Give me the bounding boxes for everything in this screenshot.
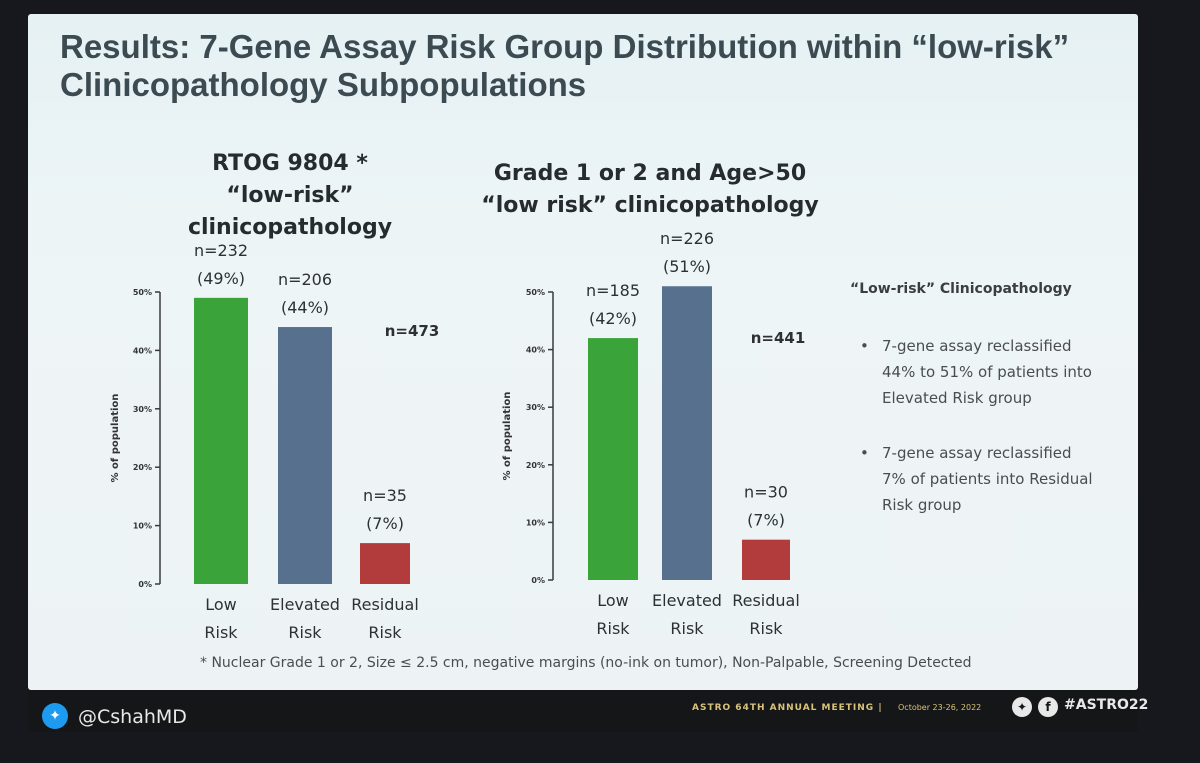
- bar-pct-label: (51%): [663, 257, 711, 276]
- x-category-label-line1: Residual: [732, 591, 800, 610]
- bar-residual-risk: [360, 543, 410, 584]
- bar-n-label: n=226: [660, 229, 714, 248]
- y-tick-label: 0%: [138, 580, 152, 589]
- footnote: * Nuclear Grade 1 or 2, Size ≤ 2.5 cm, n…: [200, 655, 972, 671]
- bar-n-label: n=232: [194, 241, 248, 260]
- bar-pct-label: (49%): [197, 269, 245, 288]
- x-category-label-line1: Low: [597, 591, 629, 610]
- x-category-label-line2: Risk: [368, 623, 402, 642]
- chart-right-subtitle-line1: Grade 1 or 2 and Age>50: [493, 161, 807, 186]
- total-n-label: n=473: [385, 322, 440, 340]
- bar-low-risk: [194, 297, 248, 584]
- y-tick-label: 30%: [526, 403, 545, 412]
- y-tick-label: 50%: [133, 288, 152, 297]
- chart-left-subtitle: RTOG 9804 * “low-risk” clinicopathology: [130, 148, 450, 244]
- x-category-label-line2: Risk: [670, 619, 704, 638]
- bar-n-label: n=185: [586, 281, 640, 300]
- meeting-date: October 23-26, 2022: [898, 703, 982, 712]
- twitter-bird-icon: ✦: [42, 703, 68, 729]
- bullet-marker: •: [860, 337, 869, 355]
- x-category-label-line2: Risk: [749, 619, 783, 638]
- bar-pct-label: (44%): [281, 298, 329, 317]
- bar-low-risk: [588, 338, 638, 580]
- x-category-label-line1: Elevated: [652, 591, 722, 610]
- slide-title: Results: 7-Gene Assay Risk Group Distrib…: [60, 28, 1070, 103]
- bar-pct-label: (7%): [366, 514, 404, 533]
- x-category-label-line1: Residual: [351, 595, 419, 614]
- y-tick-label: 40%: [133, 346, 152, 355]
- bullet-marker: •: [860, 444, 869, 462]
- y-tick-label: 20%: [526, 461, 545, 470]
- y-tick-label: 40%: [526, 346, 545, 355]
- x-category-label-line2: Risk: [288, 623, 322, 642]
- bullet-point-residual: • 7-gene assay reclassified 7% of patien…: [860, 440, 1100, 518]
- y-tick-label: 10%: [133, 522, 152, 531]
- bar-n-label: n=30: [744, 483, 788, 502]
- twitter-handle: @CshahMD: [78, 706, 187, 728]
- bar-elevated-risk: [662, 286, 712, 580]
- x-category-label-line1: Elevated: [270, 595, 340, 614]
- x-category-label-line1: Low: [205, 595, 237, 614]
- total-n-label: n=441: [751, 329, 806, 347]
- facebook-icon: f: [1038, 697, 1058, 717]
- footer-bar: [28, 690, 1138, 732]
- chart-right-subtitle: Grade 1 or 2 and Age>50 “low risk” clini…: [470, 158, 830, 222]
- bullet-point-elevated: • 7-gene assay reclassified 44% to 51% o…: [860, 333, 1100, 411]
- y-tick-label: 50%: [526, 288, 545, 297]
- bar-elevated-risk: [278, 327, 332, 584]
- chart-right-subtitle-line2: “low risk” clinicopathology: [481, 193, 819, 218]
- twitter-icon: ✦: [1012, 697, 1032, 717]
- bar-n-label: n=35: [363, 486, 407, 505]
- x-category-label-line2: Risk: [596, 619, 630, 638]
- y-axis-label: % of population: [110, 394, 121, 483]
- y-tick-label: 10%: [526, 518, 545, 527]
- y-tick-label: 30%: [133, 405, 152, 414]
- hashtag: #ASTRO22: [1064, 697, 1149, 713]
- x-category-label-line2: Risk: [204, 623, 238, 642]
- bullet-text: 7-gene assay reclassified 7% of patients…: [882, 444, 1093, 514]
- bullet-text: 7-gene assay reclassified 44% to 51% of …: [882, 337, 1092, 407]
- bar-residual-risk: [742, 539, 790, 580]
- side-panel-heading: “Low-risk” Clinicopathology: [850, 281, 1072, 297]
- chart-left-subtitle-line2: “low-risk” clinicopathology: [187, 183, 393, 240]
- bar-pct-label: (42%): [589, 309, 637, 328]
- meeting-name: ASTRO 64TH ANNUAL MEETING |: [692, 703, 883, 713]
- y-tick-label: 20%: [133, 463, 152, 472]
- y-axis-label: % of population: [502, 392, 513, 481]
- chart-left-subtitle-line1: RTOG 9804 *: [212, 151, 368, 176]
- bar-pct-label: (7%): [747, 511, 785, 530]
- bar-n-label: n=206: [278, 270, 332, 289]
- y-tick-label: 0%: [531, 576, 545, 585]
